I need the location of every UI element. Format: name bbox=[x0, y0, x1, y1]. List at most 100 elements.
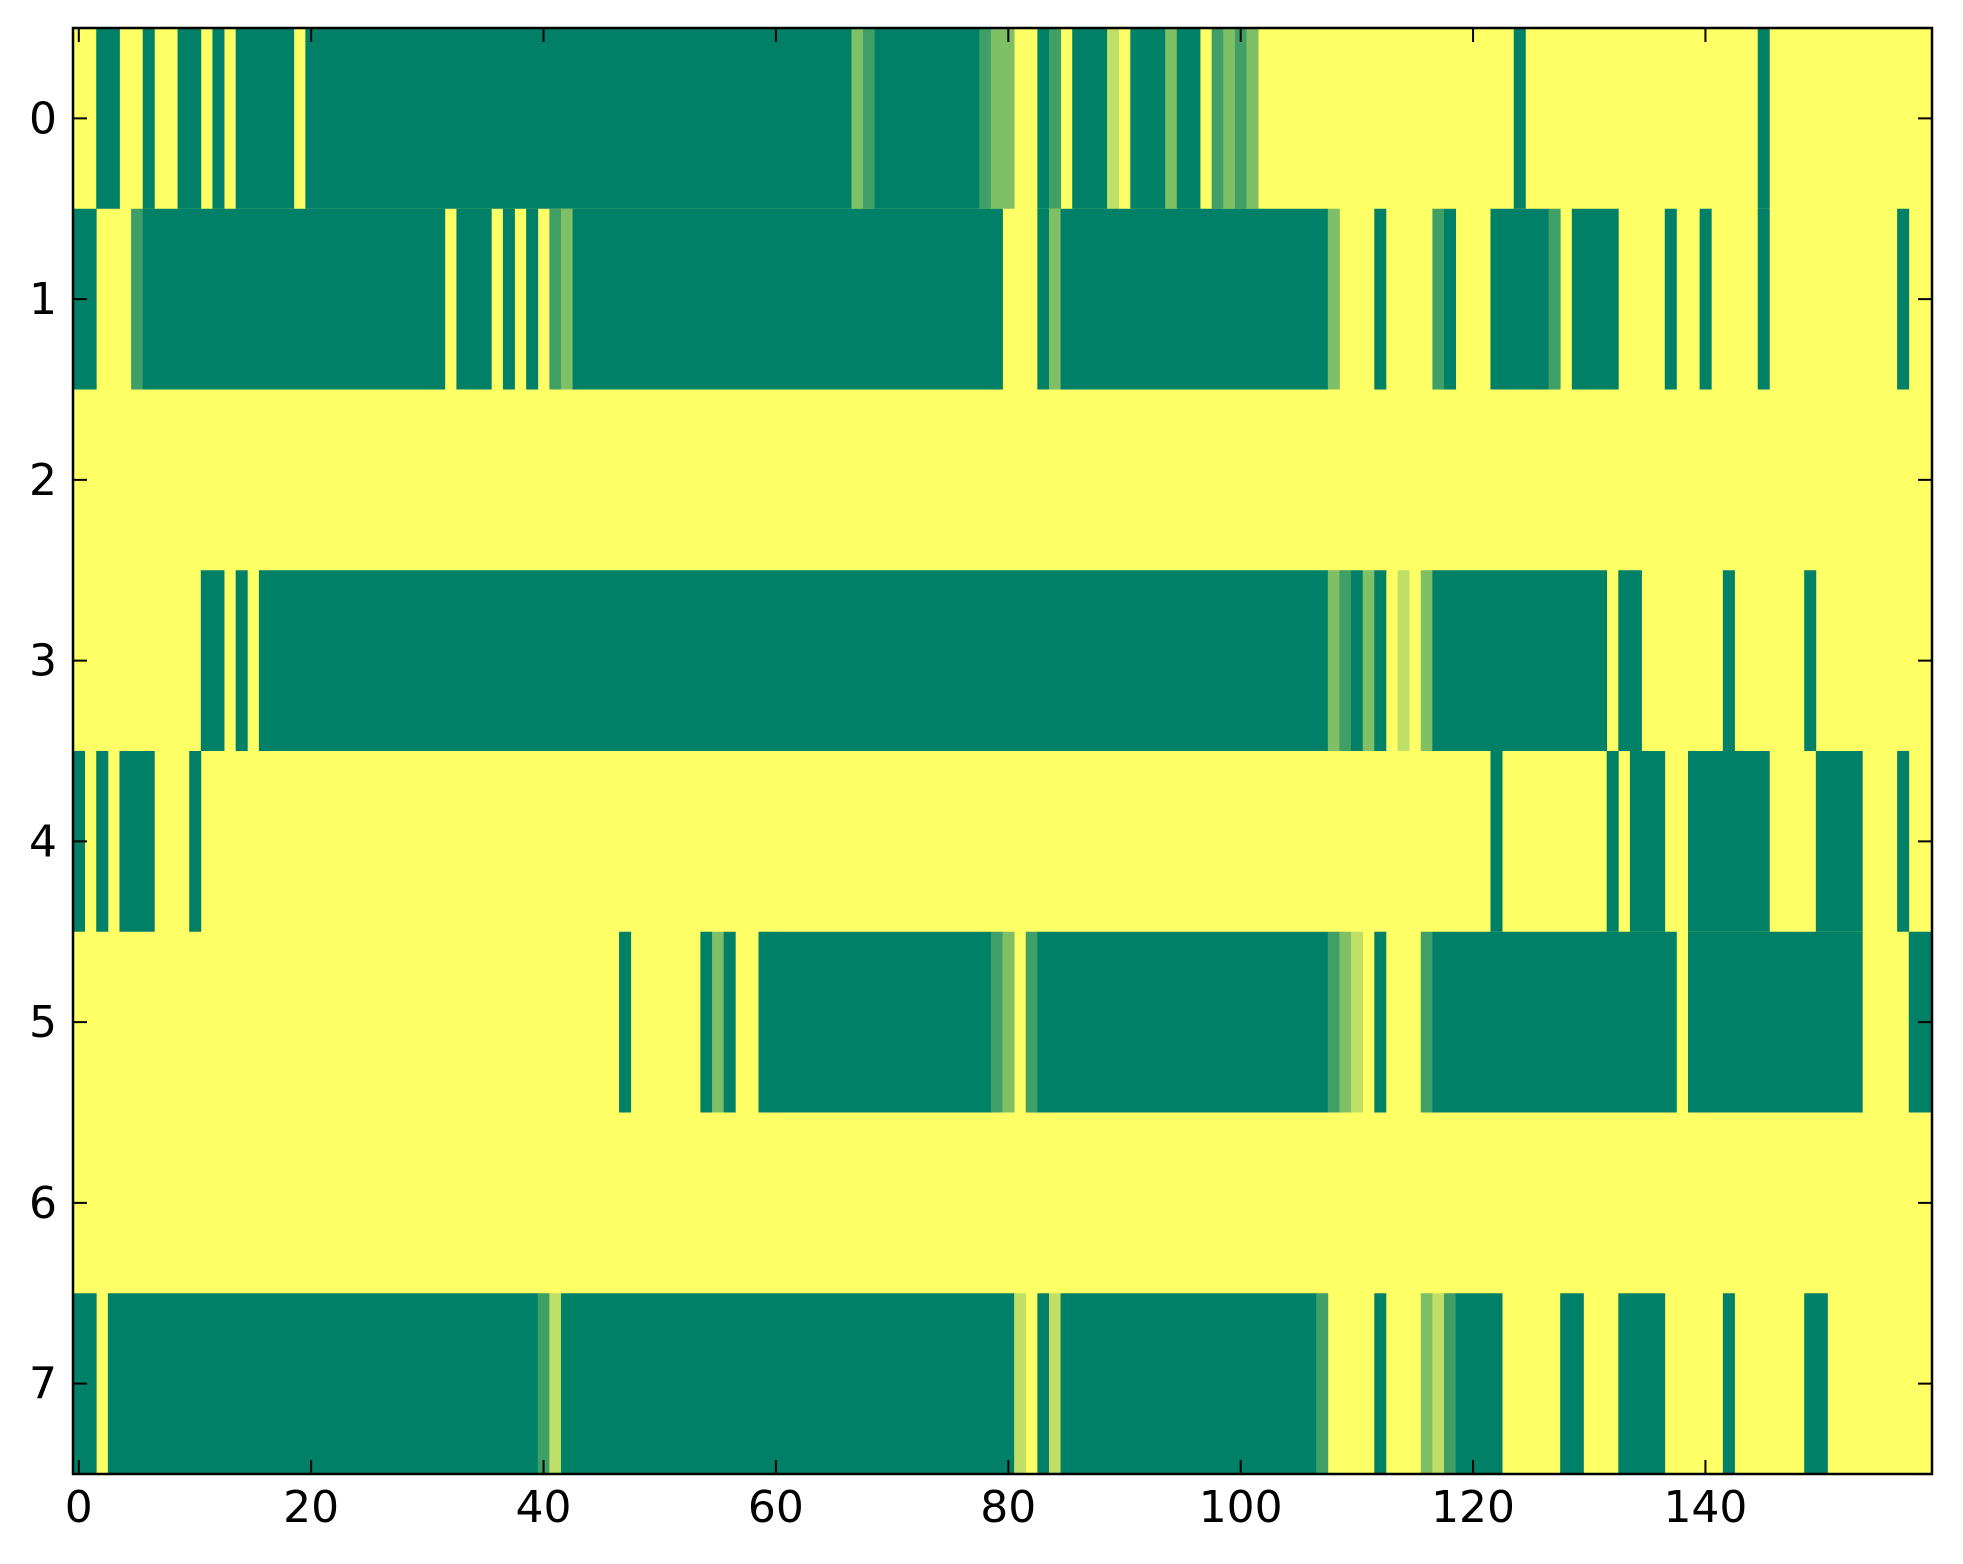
x-tick-label: 20 bbox=[283, 1482, 339, 1533]
heatmap-cell bbox=[1606, 751, 1619, 933]
heatmap-cell bbox=[1060, 208, 1329, 390]
axes-frame bbox=[71, 26, 1934, 1476]
heatmap-cell bbox=[700, 931, 713, 1113]
heatmap-cell bbox=[96, 28, 120, 210]
heatmap-cell bbox=[560, 1293, 1015, 1475]
x-tick-label: 120 bbox=[1431, 1482, 1515, 1533]
heatmap-cell bbox=[526, 208, 539, 390]
heatmap-cell bbox=[1397, 570, 1410, 752]
heatmap-cell bbox=[1246, 28, 1259, 210]
heatmap-cell bbox=[1420, 931, 1433, 1113]
heatmap-cell bbox=[212, 28, 225, 210]
heatmap-cell bbox=[979, 28, 992, 210]
heatmap-cell bbox=[549, 1293, 562, 1475]
y-tick-label: 2 bbox=[29, 455, 57, 506]
heatmap-cell bbox=[1072, 28, 1108, 210]
heatmap-cell bbox=[1374, 570, 1387, 752]
heatmap-cells bbox=[73, 28, 1933, 1475]
heatmap-cell bbox=[456, 208, 492, 390]
heatmap-cell bbox=[1444, 208, 1457, 390]
y-tick-label: 6 bbox=[29, 1178, 57, 1229]
heatmap-cell bbox=[177, 28, 202, 210]
heatmap-cell bbox=[1560, 1293, 1584, 1475]
heatmap-cell bbox=[851, 28, 864, 210]
x-tick-label: 100 bbox=[1199, 1482, 1283, 1533]
heatmap-cell bbox=[1455, 1293, 1503, 1475]
heatmap-cell bbox=[142, 208, 446, 390]
y-tick-label: 1 bbox=[29, 274, 57, 325]
axis-ticks bbox=[73, 28, 1932, 1474]
heatmap-cell bbox=[1757, 208, 1770, 390]
heatmap-cell bbox=[1107, 28, 1120, 210]
heatmap-cell bbox=[1897, 208, 1910, 390]
heatmap-cell bbox=[572, 208, 1003, 390]
heatmap-cell bbox=[1037, 931, 1329, 1113]
y-tick-label: 3 bbox=[29, 636, 57, 687]
heatmap-cell bbox=[1420, 570, 1433, 752]
heatmap-cell bbox=[781, 931, 992, 1113]
y-axis-tick-labels: 0 1 2 3 4 5 6 7 bbox=[29, 93, 57, 1409]
heatmap-cell bbox=[1722, 570, 1735, 752]
heatmap-cell bbox=[1327, 208, 1340, 390]
heatmap-cell bbox=[723, 931, 736, 1113]
heatmap-cell bbox=[1037, 208, 1050, 390]
heatmap-row-2 bbox=[73, 389, 1932, 571]
heatmap-cell bbox=[1432, 931, 1677, 1113]
heatmap-cell bbox=[1513, 28, 1526, 210]
heatmap-cell bbox=[1060, 1293, 1317, 1475]
heatmap-cell bbox=[1351, 931, 1364, 1113]
heatmap-cell bbox=[1897, 751, 1910, 933]
heatmap-cell bbox=[1339, 570, 1352, 752]
heatmap-cell bbox=[1327, 570, 1340, 752]
heatmap-cell bbox=[549, 208, 562, 390]
heatmap-cell bbox=[1432, 208, 1445, 390]
heatmap-cell bbox=[1048, 1293, 1061, 1475]
heatmap-cell bbox=[758, 931, 783, 1113]
heatmap-cell bbox=[96, 751, 109, 933]
heatmap-cell bbox=[1815, 751, 1863, 933]
x-axis-tick-labels: 0 20 40 60 80 100 120 140 bbox=[65, 1482, 1748, 1533]
heatmap-cell bbox=[990, 931, 1003, 1113]
heatmap-cell bbox=[235, 570, 248, 752]
heatmap-cell bbox=[1804, 1293, 1828, 1475]
heatmap-cell bbox=[131, 208, 144, 390]
heatmap-cell bbox=[1014, 1293, 1027, 1475]
heatmap-cell bbox=[1223, 28, 1236, 210]
heatmap-cell bbox=[1025, 931, 1038, 1113]
heatmap-cell bbox=[1664, 208, 1677, 390]
heatmap-cell bbox=[305, 28, 852, 210]
heatmap-cell bbox=[712, 931, 725, 1113]
heatmap-cell bbox=[1432, 570, 1608, 752]
heatmap-cell bbox=[502, 208, 515, 390]
heatmap-cell bbox=[1234, 28, 1247, 210]
heatmap-cell bbox=[1490, 751, 1503, 933]
heatmap-cell bbox=[1618, 1293, 1666, 1475]
heatmap-cell bbox=[107, 1293, 539, 1475]
heatmap-cell bbox=[189, 751, 202, 933]
heatmap-cell bbox=[1048, 28, 1061, 210]
heatmap-cell bbox=[990, 28, 1015, 210]
heatmap-cell bbox=[1490, 208, 1549, 390]
heatmap-cell bbox=[619, 931, 632, 1113]
heatmap-cell bbox=[560, 208, 574, 390]
heatmap-cell bbox=[874, 28, 980, 210]
heatmap-cell bbox=[1757, 28, 1770, 210]
y-tick-label: 4 bbox=[29, 816, 57, 867]
heatmap-cell bbox=[1722, 1293, 1735, 1475]
heatmap-cell bbox=[235, 28, 295, 210]
heatmap-cell bbox=[1618, 570, 1642, 752]
heatmap-cell bbox=[1688, 751, 1770, 933]
heatmap-cell bbox=[1351, 570, 1364, 752]
heatmap-cell bbox=[863, 28, 876, 210]
heatmap-cell bbox=[1327, 931, 1340, 1113]
heatmap-cell bbox=[1420, 1293, 1433, 1475]
heatmap-cell bbox=[1804, 570, 1817, 752]
heatmap-cell bbox=[258, 570, 1329, 752]
x-tick-label: 60 bbox=[748, 1482, 804, 1533]
x-tick-label: 0 bbox=[65, 1482, 93, 1533]
heatmap-cell bbox=[1165, 28, 1178, 210]
heatmap-cell bbox=[1176, 28, 1201, 210]
heatmap-cell bbox=[1374, 208, 1387, 390]
x-tick-label: 140 bbox=[1663, 1482, 1747, 1533]
